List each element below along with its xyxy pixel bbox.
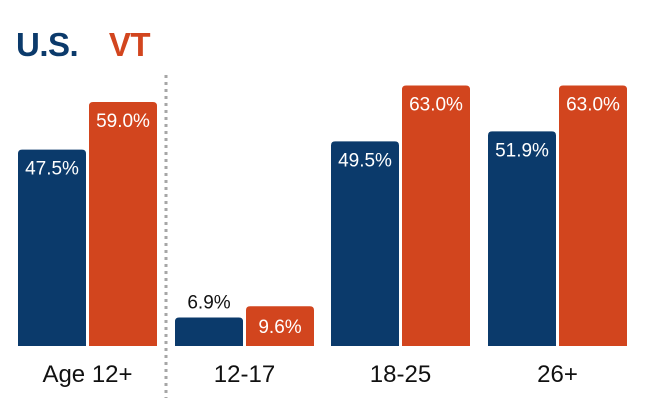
bar-vt-1 [246, 306, 314, 346]
category-label-3: 26+ [537, 361, 578, 388]
data-label-us-0: 47.5% [25, 159, 79, 180]
legend-us: U.S. [16, 26, 79, 63]
data-label-us-2: 49.5% [338, 150, 392, 171]
data-label-vt-1: 9.6% [258, 317, 301, 338]
bar-us-2 [331, 141, 399, 346]
data-label-us-1: 6.9% [187, 292, 230, 313]
bar-us-3 [488, 131, 556, 346]
legend-vt: VT [108, 26, 151, 63]
data-label-vt-3: 63.0% [566, 94, 620, 115]
data-label-us-3: 51.9% [495, 140, 549, 161]
legend: U.S. VT [16, 26, 172, 64]
bar-vt-2 [402, 85, 470, 347]
bar-us-1 [175, 317, 243, 346]
bar-vt-0 [89, 102, 157, 346]
bar-vt-3 [559, 85, 627, 347]
category-label-1: 12-17 [214, 361, 275, 388]
data-label-vt-2: 63.0% [409, 94, 463, 115]
bar-us-0 [18, 149, 86, 346]
category-label-2: 18-25 [370, 361, 431, 388]
category-label-0: Age 12+ [42, 361, 132, 388]
data-label-vt-0: 59.0% [96, 111, 150, 132]
